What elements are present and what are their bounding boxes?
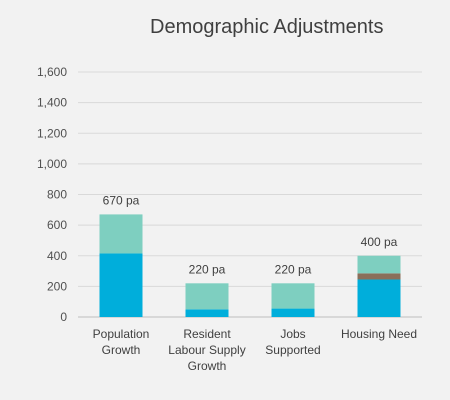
x-category-label: Population bbox=[93, 327, 150, 341]
bar-base-segment bbox=[271, 308, 315, 317]
x-category-label: Jobs bbox=[280, 327, 305, 341]
x-category-label: Housing Need bbox=[341, 327, 417, 341]
y-tick-label: 800 bbox=[47, 188, 67, 202]
y-tick-label: 200 bbox=[47, 279, 67, 293]
bar-top-segment bbox=[99, 214, 143, 254]
y-tick-label: 1,400 bbox=[37, 96, 67, 110]
x-category-label: Growth bbox=[188, 359, 227, 373]
bar-top-segment bbox=[357, 255, 401, 274]
bar-base-segment bbox=[185, 309, 229, 317]
data-label: 220 pa bbox=[275, 262, 312, 276]
y-tick-label: 1,600 bbox=[37, 65, 67, 79]
y-tick-label: 1,000 bbox=[37, 157, 67, 171]
bar-base-segment bbox=[357, 279, 401, 317]
y-tick-label: 1,200 bbox=[37, 126, 67, 140]
bar-top-segment bbox=[271, 283, 315, 309]
x-category-label: Growth bbox=[102, 343, 141, 357]
x-category-label: Resident bbox=[183, 327, 231, 341]
bar-top-segment bbox=[185, 283, 229, 310]
data-label: 670 pa bbox=[103, 193, 140, 207]
bar-middle-segment bbox=[357, 273, 401, 280]
x-category-label: Supported bbox=[265, 343, 320, 357]
bar-base-segment bbox=[99, 253, 143, 317]
y-tick-label: 0 bbox=[60, 310, 67, 324]
y-tick-label: 600 bbox=[47, 218, 67, 232]
data-label: 220 pa bbox=[189, 262, 226, 276]
x-category-label: Labour Supply bbox=[168, 343, 245, 357]
data-label: 400 pa bbox=[361, 235, 398, 249]
y-tick-label: 400 bbox=[47, 249, 67, 263]
chart-title: Demographic Adjustments bbox=[150, 16, 384, 38]
